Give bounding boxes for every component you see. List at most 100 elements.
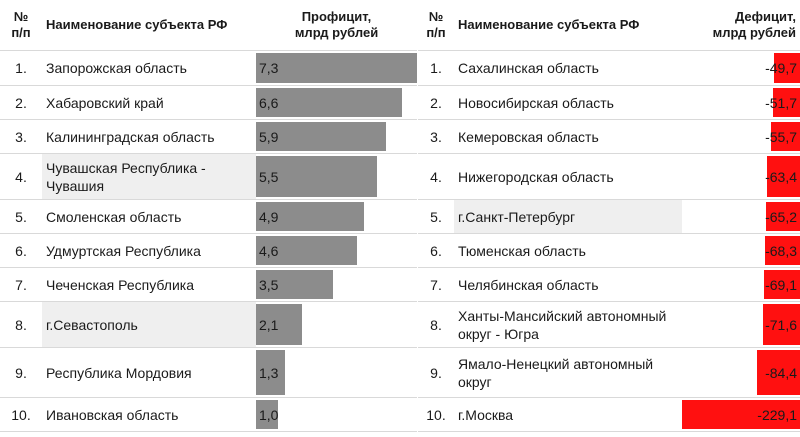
deficit-value: -65,2	[765, 208, 797, 225]
row-number: 10.	[418, 397, 454, 432]
table-row: 9. Республика Мордовия 1,3	[0, 347, 417, 398]
surplus-value-cell: 4,9	[256, 199, 417, 234]
row-number: 3.	[0, 119, 42, 154]
surplus-value-cell: 6,6	[256, 85, 417, 120]
deficit-value-cell: -69,1	[682, 267, 800, 302]
deficit-bar	[764, 270, 800, 299]
surplus-bar	[256, 236, 358, 265]
region-name: Новосибирская область	[454, 85, 682, 120]
surplus-value: 2,1	[259, 316, 279, 333]
table-row: 8. г.Севастополь 2,1	[0, 301, 417, 348]
row-number: 9.	[0, 347, 42, 398]
surplus-value: 5,5	[259, 168, 279, 185]
deficit-value: -63,4	[765, 168, 797, 185]
header-name: Наименование субъекта РФ	[454, 0, 682, 51]
table-row: 8. Ханты-Мансийский автономный округ - Юг…	[418, 301, 800, 348]
deficit-bar	[756, 350, 800, 395]
row-number: 5.	[418, 199, 454, 234]
table-row: 6. Удмуртская Республика 4,6	[0, 233, 417, 268]
surplus-table: № п/п Наименование субъекта РФ Профицит,…	[0, 0, 417, 432]
region-name: г.Севастополь	[42, 301, 256, 348]
row-number: 7.	[0, 267, 42, 302]
surplus-value: 5,9	[259, 128, 279, 145]
deficit-value: -71,6	[765, 316, 797, 333]
deficit-bar	[771, 122, 800, 151]
table-row: 4. Нижегородская область -63,4	[418, 153, 800, 200]
row-number: 2.	[0, 85, 42, 120]
deficit-bar	[774, 53, 800, 83]
row-number: 4.	[418, 153, 454, 200]
surplus-value-cell: 4,6	[256, 233, 417, 268]
deficit-value-cell: -68,3	[682, 233, 800, 268]
region-name: Нижегородская область	[454, 153, 682, 200]
surplus-value-cell: 7,3	[256, 50, 417, 86]
region-name: Ивановская область	[42, 397, 256, 432]
surplus-bar	[256, 304, 303, 345]
table-row: 7. Чеченская Республика 3,5	[0, 267, 417, 302]
deficit-value-cell: -84,4	[682, 347, 800, 398]
deficit-bar	[682, 400, 800, 429]
surplus-bar	[256, 53, 417, 83]
region-name: г.Санкт-Петербург	[454, 199, 682, 234]
row-number: 6.	[0, 233, 42, 268]
surplus-value: 4,6	[259, 242, 279, 259]
row-number: 5.	[0, 199, 42, 234]
region-name: Смоленская область	[42, 199, 256, 234]
row-number: 9.	[418, 347, 454, 398]
region-name: Чувашская Республика - Чувашия	[42, 153, 256, 200]
table-row: 1. Сахалинская область -49,7	[418, 50, 800, 86]
table-row: 1. Запорожская область 7,3	[0, 50, 417, 86]
deficit-bar	[767, 156, 800, 197]
row-number: 8.	[0, 301, 42, 348]
table-row: 3. Кемеровская область -55,7	[418, 119, 800, 154]
deficit-value-cell: -63,4	[682, 153, 800, 200]
surplus-bar	[256, 88, 402, 117]
region-name: Удмуртская Республика	[42, 233, 256, 268]
table-row: 2. Новосибирская область -51,7	[418, 85, 800, 120]
row-number: 7.	[418, 267, 454, 302]
surplus-bar	[256, 202, 365, 231]
table-row: 3. Калининградская область 5,9	[0, 119, 417, 154]
header-deficit: Дефицит, млрд рублей	[682, 0, 800, 51]
surplus-bar	[256, 350, 285, 395]
deficit-value-cell: -65,2	[682, 199, 800, 234]
surplus-value: 7,3	[259, 60, 279, 76]
surplus-value: 6,6	[259, 94, 279, 111]
region-name: Калининградская область	[42, 119, 256, 154]
surplus-header-row: № п/п Наименование субъекта РФ Профицит,…	[0, 0, 417, 51]
table-row: 10. Ивановская область 1,0	[0, 397, 417, 432]
deficit-value-cell: -229,1	[682, 397, 800, 432]
row-number: 4.	[0, 153, 42, 200]
surplus-bar	[256, 122, 387, 151]
surplus-bar	[256, 400, 279, 429]
region-name: Ханты-Мансийский автономный округ - Югра	[454, 301, 682, 348]
region-name: Хабаровский край	[42, 85, 256, 120]
deficit-value-cell: -51,7	[682, 85, 800, 120]
table-row: 5. Смоленская область 4,9	[0, 199, 417, 234]
region-name: г.Москва	[454, 397, 682, 432]
deficit-value: -229,1	[757, 406, 797, 423]
deficit-bar	[764, 236, 800, 265]
deficit-value: -68,3	[765, 242, 797, 259]
region-name: Республика Мордовия	[42, 347, 256, 398]
surplus-value-cell: 1,0	[256, 397, 417, 432]
deficit-value: -49,7	[765, 60, 797, 76]
row-number: 2.	[418, 85, 454, 120]
surplus-bar	[256, 156, 378, 197]
surplus-value-cell: 2,1	[256, 301, 417, 348]
header-name: Наименование субъекта РФ	[42, 0, 256, 51]
deficit-bar	[766, 202, 800, 231]
surplus-value-cell: 5,9	[256, 119, 417, 154]
row-number: 1.	[418, 50, 454, 86]
surplus-value: 1,3	[259, 364, 279, 381]
header-num: № п/п	[0, 0, 42, 51]
deficit-value-cell: -49,7	[682, 50, 800, 86]
region-name: Челябинская область	[454, 267, 682, 302]
surplus-value-cell: 3,5	[256, 267, 417, 302]
deficit-header-row: № п/п Наименование субъекта РФ Дефицит, …	[418, 0, 800, 51]
header-num: № п/п	[418, 0, 454, 51]
table-row: 5. г.Санкт-Петербург -65,2	[418, 199, 800, 234]
deficit-bar	[763, 304, 800, 345]
deficit-bar	[773, 88, 800, 117]
